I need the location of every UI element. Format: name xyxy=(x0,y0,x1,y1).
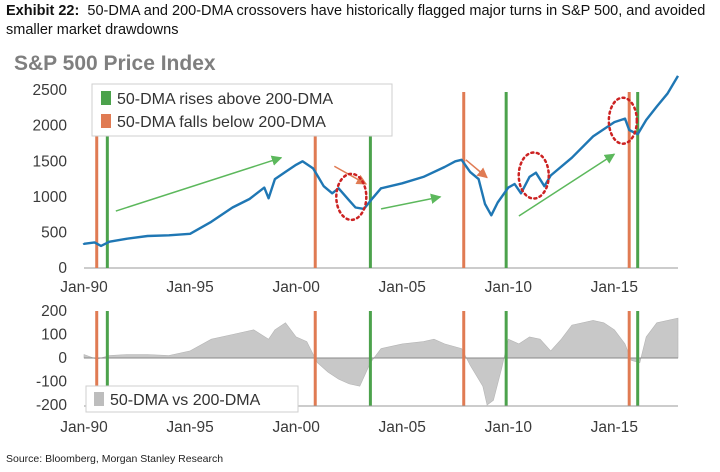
source-note: Source: Bloomberg, Morgan Stanley Resear… xyxy=(6,453,224,465)
avoided-drawdown-circle xyxy=(335,172,368,222)
oscillator-panel: -200 -100 0 100 200 Jan-90 Jan-95 Jan-00 Jan-05 J… xyxy=(36,303,679,436)
price-legend: 50-DMA rises above 200-DMA 50-DMA falls b… xyxy=(91,83,393,137)
osc-y-tick: 0 xyxy=(58,350,67,367)
osc-legend-swatch xyxy=(94,392,104,406)
osc-x-tick: Jan-95 xyxy=(166,419,213,436)
legend-swatch-falls-below xyxy=(101,114,111,128)
osc-x-tick: Jan-00 xyxy=(272,419,320,436)
osc-x-tick: Jan-10 xyxy=(485,419,533,436)
chart-title: S&P 500 Price Index xyxy=(14,52,216,75)
osc-y-tick: -200 xyxy=(36,397,67,414)
price-y-tick: 0 xyxy=(58,260,67,277)
price-x-tick: Jan-10 xyxy=(485,279,533,296)
exhibit-label: Exhibit 22: xyxy=(6,3,80,19)
uptrend-arrow xyxy=(115,155,283,212)
osc-y-tick: 100 xyxy=(41,327,67,344)
price-x-tick: Jan-15 xyxy=(591,279,638,296)
osc-y-tick: 200 xyxy=(41,303,67,320)
osc-x-tick: Jan-15 xyxy=(591,419,638,436)
uptrend-arrow xyxy=(380,193,442,210)
avoided-drawdown-circle xyxy=(517,151,550,200)
legend-box xyxy=(91,83,393,137)
legend-label-falls-below: 50-DMA falls below 200-DMA xyxy=(117,114,326,131)
osc-x-tick: Jan-05 xyxy=(379,419,426,436)
price-x-tick: Jan-00 xyxy=(272,279,320,296)
price-y-tick: 500 xyxy=(41,224,67,241)
osc-bars xyxy=(83,317,679,406)
price-y-tick: 2000 xyxy=(33,118,68,135)
osc-legend-label: 50-DMA vs 200-DMA xyxy=(110,392,261,409)
price-series-line xyxy=(82,75,680,248)
price-y-tick: 2500 xyxy=(33,82,68,99)
uptrend-arrow xyxy=(518,153,616,217)
osc-legend: 50-DMA vs 200-DMA xyxy=(85,385,299,413)
exhibit-caption: Exhibit 22: 50-DMA and 200-DMA crossover… xyxy=(6,2,714,40)
osc-legend-box xyxy=(85,385,299,413)
price-y-tick: 1000 xyxy=(33,189,68,206)
price-panel: 0 500 1000 1500 2000 2500 Jan-90 Jan-95 Jan-00 Ja… xyxy=(33,75,680,296)
osc-y-tick: -100 xyxy=(36,374,67,391)
price-x-tick: Jan-90 xyxy=(60,279,108,296)
price-x-tick: Jan-05 xyxy=(379,279,426,296)
avoided-drawdown-circle xyxy=(607,96,639,145)
legend-label-rises-above: 50-DMA rises above 200-DMA xyxy=(117,91,333,108)
decline-arrow xyxy=(465,159,488,179)
price-y-tick: 1500 xyxy=(33,153,68,170)
exhibit-text: 50-DMA and 200-DMA crossovers have histo… xyxy=(6,3,706,38)
osc-x-tick: Jan-90 xyxy=(60,419,108,436)
legend-swatch-rises-above xyxy=(101,91,111,105)
price-x-tick: Jan-95 xyxy=(166,279,213,296)
